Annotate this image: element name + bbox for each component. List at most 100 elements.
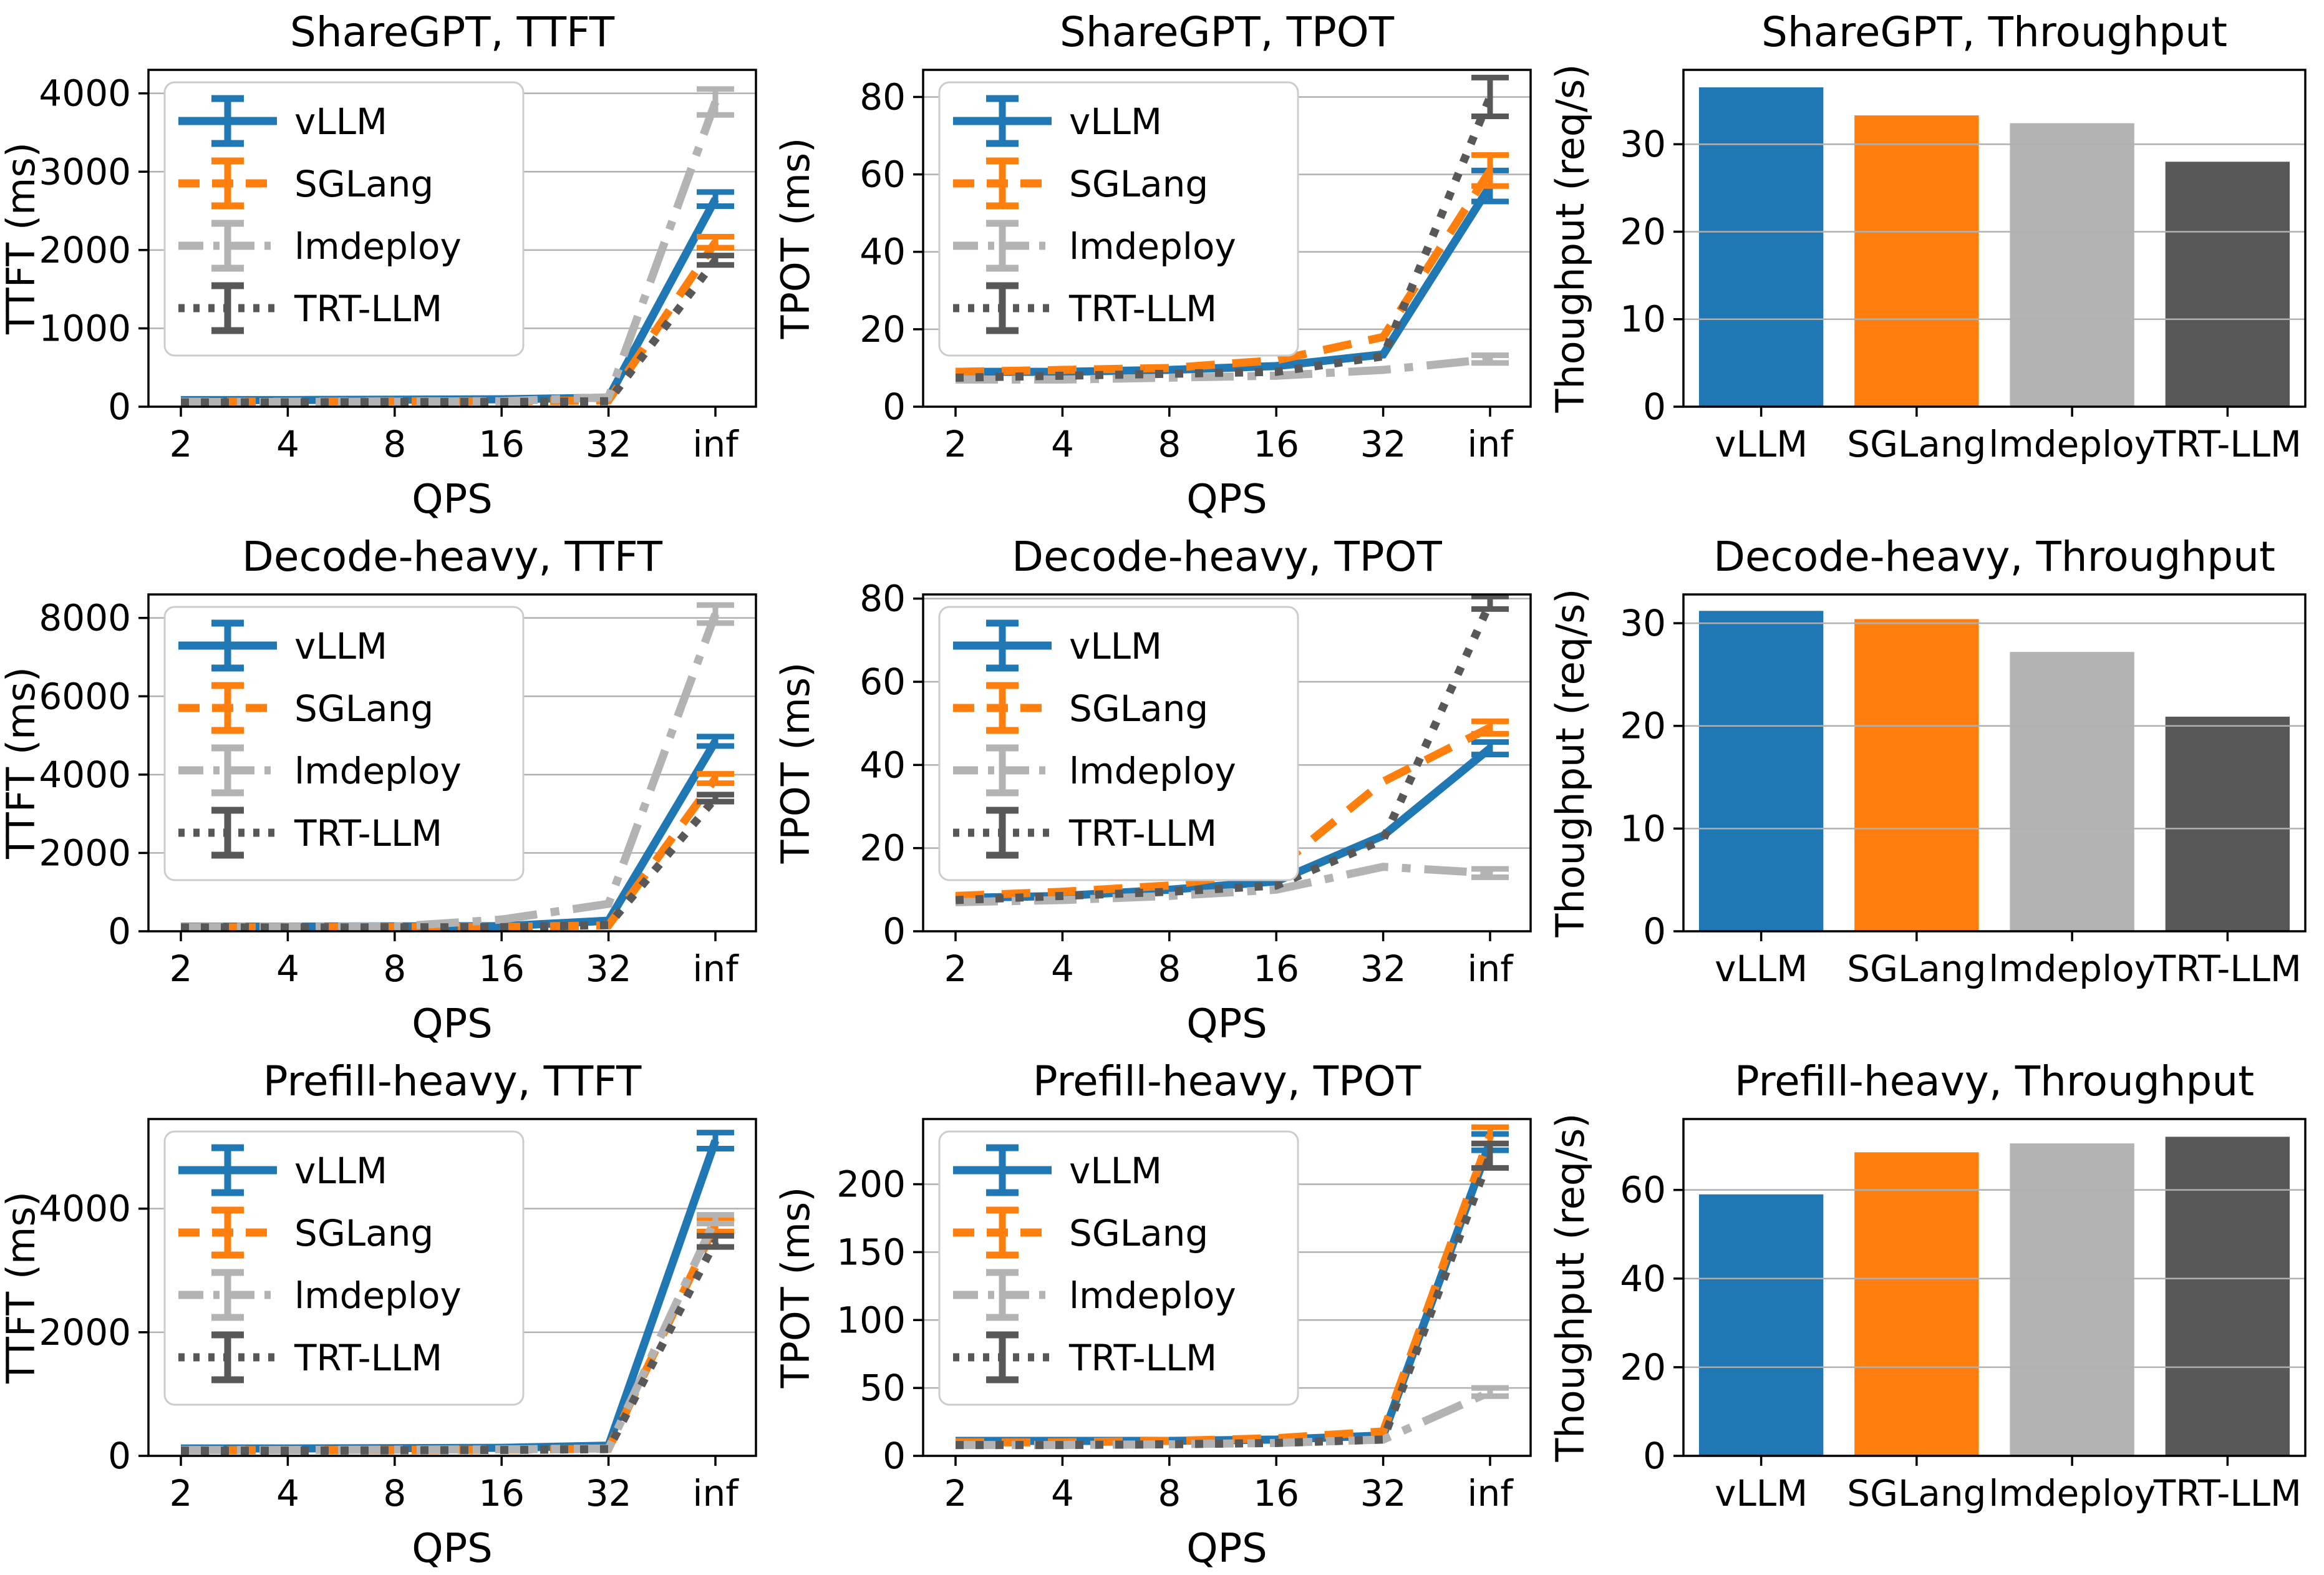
x-tick-label: 4 <box>1051 423 1074 465</box>
x-tick-label: inf <box>692 423 739 465</box>
y-tick-label: 2000 <box>39 831 131 874</box>
y-tick-label: 30 <box>1620 123 1666 165</box>
legend-box <box>163 606 525 881</box>
y-tick-label: 60 <box>859 153 906 196</box>
y-tick-label: 0 <box>883 910 906 952</box>
series-trt-llm-line <box>955 95 1494 382</box>
y-axis-label: TPOT (ms) <box>775 1187 818 1389</box>
legend-label: SGLang <box>294 1212 433 1254</box>
x-axis-label: QPS <box>412 1001 493 1047</box>
x-tick-label: vLLM <box>1715 1472 1808 1514</box>
y-tick-label: 40 <box>1620 1258 1666 1300</box>
y-tick-label: 40 <box>859 744 906 786</box>
legend-item-sglang: SGLang <box>178 157 433 210</box>
bar-sglang <box>1854 115 1979 407</box>
x-axis-label: QPS <box>412 1526 493 1572</box>
legend: vLLM SGLang lmdeploy TRT-LLM <box>163 606 525 881</box>
chart-decode-heavy-tpot: Decode-heavy, TPOT TPOT (ms) QPS 0 20 40 60 80 2… <box>773 525 1549 1049</box>
legend-item-trt-llm: TRT-LLM <box>178 1331 442 1384</box>
chart-prefill-heavy-throughput: Prefill-heavy, Throughput Thoughput (req/… <box>1547 1049 2324 1574</box>
y-tick-label: 0 <box>108 910 131 952</box>
legend-item-sglang: SGLang <box>178 1206 433 1259</box>
x-tick-label: SGLang <box>1847 947 1986 990</box>
x-tick-label: lmdeploy <box>1988 947 2156 990</box>
y-tick-label: 0 <box>1643 1435 1666 1477</box>
bars <box>1698 1136 2290 1456</box>
y-tick-label: 80 <box>859 75 906 118</box>
legend-item-sglang: SGLang <box>953 682 1208 734</box>
legend-label: TRT-LLM <box>294 288 442 330</box>
x-tick-label: inf <box>1467 947 1514 990</box>
series-group <box>180 602 734 932</box>
legend-item-vllm: vLLM <box>178 1144 387 1196</box>
axes-spines <box>1682 593 2307 933</box>
legend-box <box>938 81 1299 357</box>
x-tick-label: vLLM <box>1715 423 1808 465</box>
y-axis-label: TPOT (ms) <box>775 138 818 340</box>
y-tick-label: 10 <box>1620 807 1666 850</box>
x-tick-label: 16 <box>1253 947 1299 990</box>
y-tick-label: 6000 <box>39 675 131 717</box>
x-tick-label: 16 <box>1253 423 1299 465</box>
axes-spines <box>147 69 757 408</box>
chart-title: ShareGPT, TPOT <box>1060 8 1395 56</box>
gridlines <box>1673 1188 2305 1466</box>
x-tick-label: TRT-LLM <box>2153 1472 2302 1514</box>
legend-label: vLLM <box>1069 1150 1162 1192</box>
legend-label: SGLang <box>294 163 433 205</box>
chart-title: ShareGPT, TTFT <box>290 8 615 56</box>
legend: vLLM SGLang lmdeploy TRT-LLM <box>938 606 1299 881</box>
y-axis-label: TTFT (ms) <box>0 142 44 335</box>
series-trt-llm-line <box>181 795 719 932</box>
series-group <box>181 86 734 407</box>
bar-lmdeploy <box>2010 1143 2134 1456</box>
x-tick-label: SGLang <box>1847 423 1986 465</box>
x-tick-label: inf <box>692 1472 739 1514</box>
series-lmdeploy-line <box>955 863 1491 906</box>
x-tick-label: 8 <box>1158 423 1181 465</box>
y-tick-label: 0 <box>108 1435 131 1477</box>
legend-item-lmdeploy: lmdeploy <box>178 1269 462 1321</box>
y-axis-label: TTFT (ms) <box>0 1191 44 1384</box>
x-tick-label: 2 <box>170 423 193 465</box>
legend-label: lmdeploy <box>294 1274 462 1317</box>
legend-item-trt-llm: TRT-LLM <box>953 1331 1217 1384</box>
chart-title: ShareGPT, Throughput <box>1761 8 2227 56</box>
y-tick-label: 60 <box>859 661 906 703</box>
legend-item-lmdeploy: lmdeploy <box>953 744 1236 797</box>
legend: vLLM SGLang lmdeploy TRT-LLM <box>938 81 1299 357</box>
legend-item-lmdeploy: lmdeploy <box>178 744 462 797</box>
legend-label: lmdeploy <box>294 750 462 792</box>
chart-prefill-heavy-ttft: Prefill-heavy, TTFT TTFT (ms) QPS 0 2000 4000… <box>0 1049 775 1574</box>
series-group <box>955 593 1509 906</box>
bar-trt-llm <box>2165 1136 2290 1456</box>
y-axis-label: TTFT (ms) <box>0 667 44 860</box>
axes-spines <box>922 1118 1532 1457</box>
x-tick-label: 2 <box>944 947 967 990</box>
x-tick-label: TRT-LLM <box>2153 947 2302 990</box>
x-tick-label: 4 <box>276 423 299 465</box>
chart-title: Decode-heavy, TTFT <box>242 533 663 581</box>
chart-title: Prefill-heavy, Throughput <box>1735 1057 2254 1105</box>
legend-item-trt-llm: TRT-LLM <box>953 282 1217 334</box>
series-vllm-line <box>956 183 1494 376</box>
axes-spines <box>1682 1118 2307 1457</box>
legend-label: SGLang <box>1069 163 1208 205</box>
x-tick-label: 8 <box>1158 947 1181 990</box>
x-tick-label: 32 <box>586 1472 632 1514</box>
legend-item-lmdeploy: lmdeploy <box>178 220 462 272</box>
y-tick-label: 8000 <box>39 597 131 639</box>
x-tick-label: lmdeploy <box>1988 423 2156 465</box>
y-tick-label: 20 <box>1620 705 1666 747</box>
bars <box>1698 87 2290 407</box>
legend-item-trt-llm: TRT-LLM <box>178 282 442 334</box>
x-tick-label: 2 <box>170 1472 193 1514</box>
legend-label: vLLM <box>294 1150 387 1192</box>
legend-item-sglang: SGLang <box>953 1206 1208 1259</box>
y-tick-label: 1000 <box>39 307 131 349</box>
x-tick-label: 32 <box>586 947 632 990</box>
y-tick-label: 4000 <box>39 72 131 115</box>
legend-label: vLLM <box>294 100 387 143</box>
series-lmdeploy-line <box>180 613 720 931</box>
